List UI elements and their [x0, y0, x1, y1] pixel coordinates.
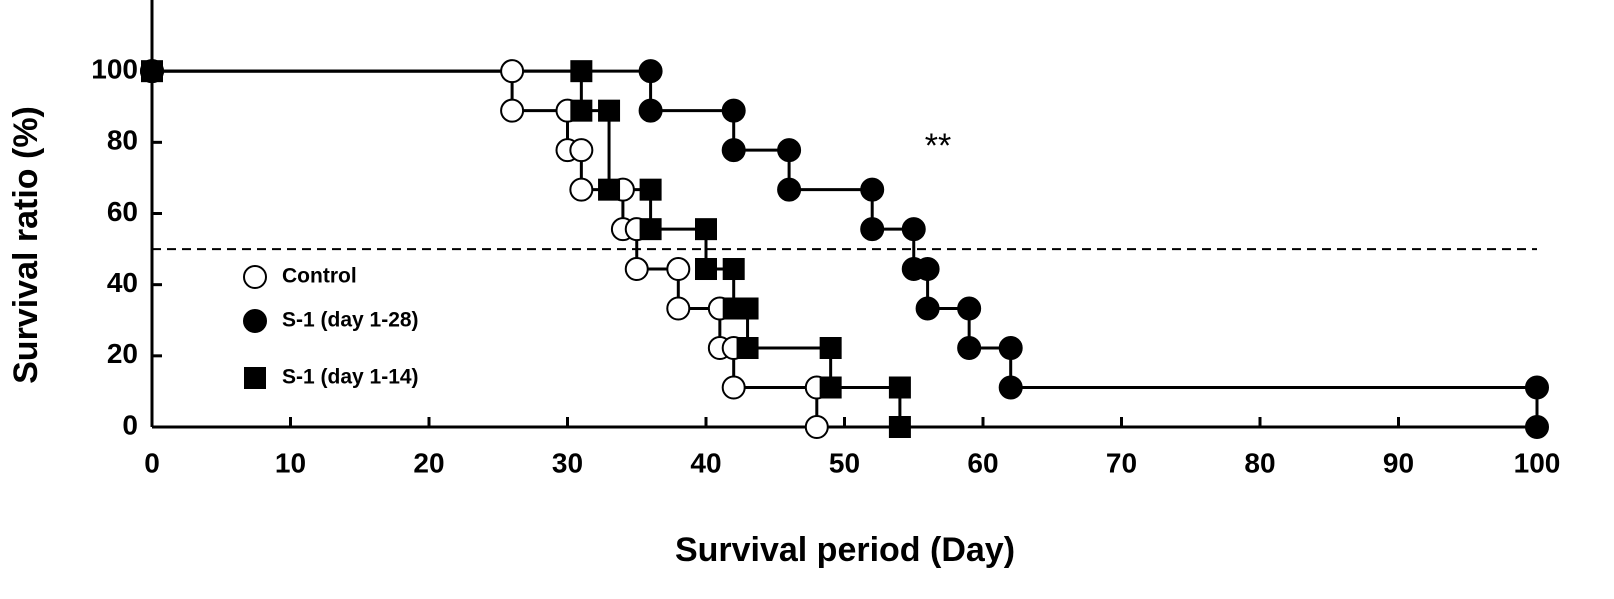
x-tick-label: 40 [690, 447, 721, 478]
y-tick-label: 40 [107, 267, 138, 298]
x-tick-label: 90 [1383, 447, 1414, 478]
data-point [570, 60, 593, 83]
data-point [915, 296, 940, 321]
data-point [722, 258, 745, 281]
data-point [598, 178, 621, 201]
legend-marker [243, 265, 267, 289]
data-point [721, 98, 746, 123]
data-point [957, 296, 982, 321]
data-point [819, 337, 842, 360]
data-point [1525, 415, 1549, 439]
data-point [819, 376, 842, 399]
data-point [888, 416, 911, 438]
y-tick-label: 60 [107, 196, 138, 227]
data-point [695, 258, 717, 281]
y-tick-label: 100 [91, 54, 138, 85]
data-point [500, 59, 525, 84]
data-point [500, 98, 525, 123]
data-point [695, 218, 717, 241]
x-tick-label: 50 [829, 447, 860, 478]
data-point [998, 336, 1023, 361]
data-point [639, 178, 662, 201]
legend-label: S-1 (day 1-14) [282, 366, 419, 389]
data-point [666, 296, 691, 321]
data-point [598, 99, 621, 122]
data-point [901, 217, 926, 242]
data-point [638, 59, 663, 84]
data-point [1525, 375, 1549, 400]
data-point [638, 98, 663, 123]
data-point [777, 177, 802, 202]
y-tick-label: 20 [107, 338, 138, 369]
data-point [721, 138, 746, 163]
data-point [860, 177, 885, 202]
legend-label: Control [282, 265, 357, 288]
legend-label: S-1 (day 1-28) [282, 309, 419, 332]
x-tick-label: 10 [275, 447, 306, 478]
y-tick-label: 0 [122, 409, 138, 440]
legend-marker [243, 309, 267, 333]
data-point [569, 138, 594, 163]
x-tick-label: 20 [413, 447, 444, 478]
data-point [998, 375, 1023, 400]
significance-annotation: ** [925, 127, 951, 165]
y-tick-label: 80 [107, 125, 138, 156]
data-point [666, 257, 691, 282]
data-point [570, 99, 593, 122]
data-point [777, 138, 802, 163]
data-point [639, 218, 662, 241]
x-tick-label: 0 [144, 447, 160, 478]
data-point [736, 337, 759, 360]
x-tick-label: 80 [1244, 447, 1275, 478]
data-point [569, 177, 594, 202]
x-tick-label: 60 [967, 447, 998, 478]
data-point [804, 415, 829, 439]
y-axis-title: Survival ratio (%) [7, 106, 45, 384]
data-point [957, 336, 982, 361]
x-tick-label: 70 [1106, 447, 1137, 478]
legend-marker [244, 367, 266, 389]
x-axis-title: Survival period (Day) [675, 531, 1015, 569]
data-point [860, 217, 885, 242]
data-point [888, 376, 911, 399]
data-point [624, 257, 649, 282]
data-point [736, 297, 759, 320]
data-point [721, 375, 746, 400]
data-point [915, 257, 940, 282]
data-point [140, 59, 164, 84]
x-tick-label: 30 [552, 447, 583, 478]
x-tick-label: 100 [1514, 447, 1561, 478]
